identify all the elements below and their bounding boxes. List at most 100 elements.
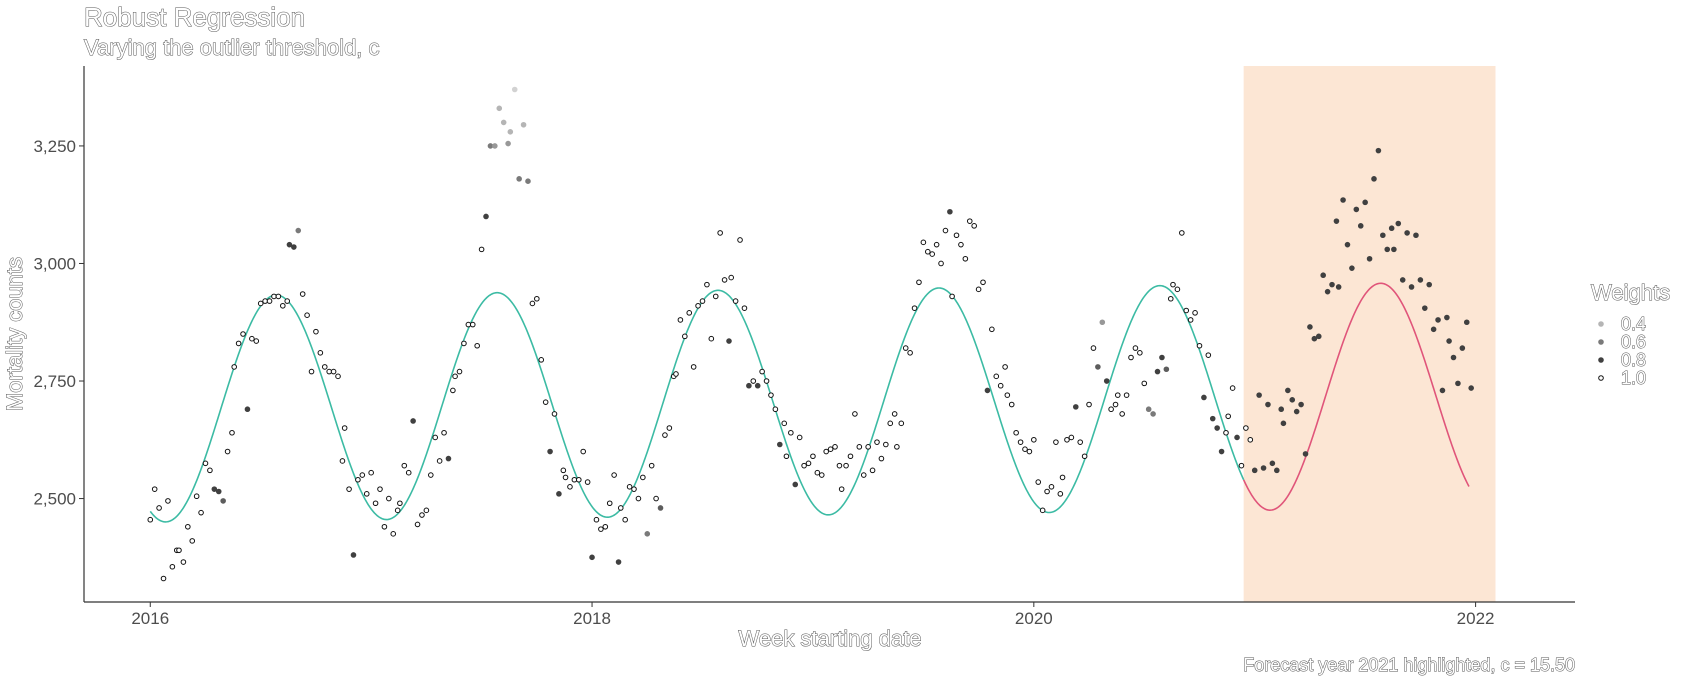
data-point [284, 298, 291, 304]
data-point [1013, 429, 1019, 436]
data-point [1384, 246, 1391, 253]
data-point [1243, 425, 1249, 431]
data-point [1159, 354, 1165, 361]
x-tick-label: 2016 [131, 609, 169, 628]
data-point [947, 208, 953, 215]
data-point [754, 382, 761, 389]
data-point [492, 143, 498, 149]
data-point [666, 425, 673, 431]
data-point [984, 387, 991, 394]
y-tick-label: 3,250 [33, 137, 76, 156]
data-point [271, 293, 277, 300]
data-point [874, 439, 880, 445]
data-point [341, 425, 348, 431]
data-point [1192, 310, 1198, 316]
data-point [1311, 335, 1318, 342]
data-point [865, 444, 871, 450]
data-point [737, 237, 743, 243]
data-point [1128, 354, 1134, 361]
data-point [1298, 401, 1304, 408]
data-point [677, 317, 684, 323]
data-point [469, 321, 476, 328]
data-point [1285, 387, 1291, 394]
data-point [611, 472, 617, 478]
data-point [644, 531, 651, 537]
data-point [1170, 281, 1176, 288]
data-point [220, 498, 226, 504]
data-point [606, 500, 613, 507]
data-point [1450, 354, 1457, 361]
data-point [792, 481, 799, 488]
legend-key-point [1598, 357, 1604, 363]
data-point [452, 373, 458, 380]
data-point [746, 382, 752, 389]
data-point [1278, 406, 1285, 413]
data-point [891, 411, 898, 417]
data-point [1150, 411, 1156, 417]
data-point [878, 455, 885, 462]
data-point [933, 241, 940, 248]
data-point [584, 479, 591, 485]
data-point [1344, 241, 1351, 248]
legend-entry-label: 0.6 [1621, 332, 1646, 352]
data-point [1335, 284, 1342, 290]
data-point [321, 364, 328, 370]
data-point [189, 538, 196, 544]
data-point [1187, 317, 1194, 323]
data-point [781, 420, 788, 427]
data-point [686, 310, 693, 316]
data-point [1196, 342, 1203, 349]
data-point [949, 293, 955, 300]
data-point [887, 420, 894, 427]
data-point [1320, 272, 1326, 279]
data-point [253, 338, 260, 344]
data-point [1463, 319, 1470, 326]
y-axis-label: Mortality counts [2, 257, 27, 411]
data-point [717, 230, 723, 236]
data-point [1399, 277, 1406, 283]
data-point [317, 350, 324, 356]
data-point [231, 364, 237, 370]
data-point [1077, 439, 1084, 445]
data-point [542, 399, 549, 405]
data-point [929, 251, 936, 257]
data-point [838, 486, 845, 492]
data-point [1035, 479, 1042, 485]
data-point [377, 486, 383, 492]
data-point [741, 305, 748, 311]
data-point [1225, 413, 1231, 420]
data-point [1229, 385, 1236, 391]
data-point [1251, 467, 1258, 474]
data-point [1302, 451, 1309, 457]
data-point [911, 305, 918, 311]
data-point [1315, 333, 1322, 340]
data-point [1086, 401, 1092, 408]
data-point [456, 368, 463, 375]
data-point [938, 260, 944, 267]
data-point [445, 455, 452, 462]
data-point [1119, 411, 1125, 417]
data-point [156, 505, 162, 511]
data-point [244, 406, 251, 413]
data-point [1174, 286, 1181, 293]
y-tick-label: 2,500 [33, 490, 76, 509]
data-point [653, 495, 659, 502]
data-point [428, 472, 434, 478]
x-tick-label: 2018 [573, 609, 611, 628]
data-point [556, 491, 562, 497]
data-point [898, 420, 905, 427]
data-point [1145, 406, 1152, 413]
data-point [529, 300, 536, 307]
data-point [1072, 404, 1079, 410]
data-point [962, 255, 969, 262]
data-point [534, 295, 540, 302]
data-point [335, 373, 341, 380]
data-point [975, 286, 982, 293]
data-point [386, 495, 392, 502]
data-point [843, 462, 849, 469]
y-tick-label: 3,000 [33, 254, 76, 273]
data-point [768, 392, 774, 398]
data-point [1223, 429, 1229, 436]
data-point [207, 467, 213, 474]
